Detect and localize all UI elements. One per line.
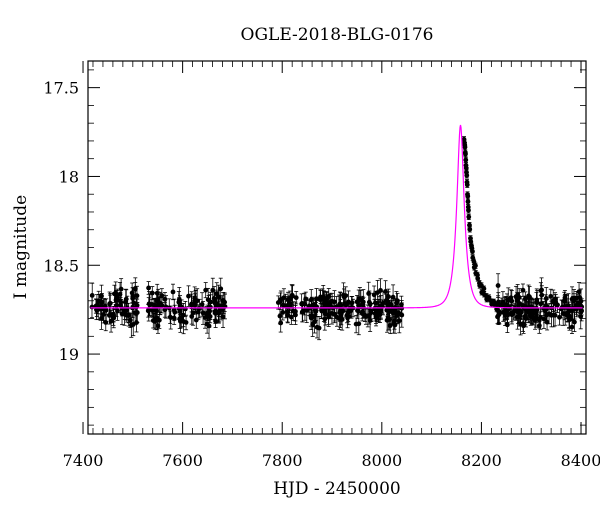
chart-title: OGLE-2018-BLG-0176: [241, 25, 434, 45]
model-curve: [90, 124, 583, 309]
data-point: [108, 309, 114, 333]
data-point: [293, 301, 298, 322]
data-point: [532, 303, 538, 318]
data-point: [463, 156, 469, 164]
data-point: [465, 198, 471, 205]
data-point: [154, 283, 160, 303]
data-point: [293, 291, 299, 305]
data-point: [189, 293, 194, 317]
plot-content: [89, 124, 585, 341]
y-tick-label: 18: [59, 167, 79, 186]
data-point: [146, 281, 151, 295]
data-point: [124, 303, 129, 318]
data-point: [557, 309, 562, 326]
data-point: [562, 290, 568, 306]
data-point: [544, 314, 550, 331]
data-point: [356, 312, 362, 336]
data-point: [463, 150, 468, 158]
data-point: [159, 288, 165, 303]
data-point: [155, 317, 161, 334]
data-point: [113, 294, 119, 317]
x-tick-label: 7800: [262, 451, 303, 470]
data-point: [278, 292, 283, 310]
data-point: [98, 297, 104, 315]
data-point: [203, 282, 209, 299]
data-point: [466, 213, 472, 221]
data-point: [366, 281, 372, 306]
x-tick-label: 8200: [461, 451, 502, 470]
data-point: [192, 293, 198, 310]
data-point: [520, 283, 526, 297]
data-point: [466, 207, 471, 214]
y-tick-label: 19: [59, 345, 79, 364]
data-point: [308, 305, 314, 327]
data-point: [150, 303, 155, 318]
y-tick-label: 18.5: [43, 256, 79, 275]
data-point: [107, 292, 113, 314]
data-point: [170, 283, 176, 301]
data-point: [539, 277, 544, 303]
data-point: [157, 295, 162, 313]
data-point: [513, 285, 519, 308]
data-point: [130, 312, 136, 337]
data-point: [337, 304, 343, 322]
data-point: [324, 291, 329, 315]
data-point: [149, 286, 155, 300]
data-point: [343, 293, 349, 317]
data-point: [467, 226, 473, 233]
x-tick-label: 7600: [162, 451, 203, 470]
data-point: [385, 297, 391, 315]
data-point: [103, 298, 109, 322]
axis-ticks: 7400 7600 7800 8000 8200 8400 17.5 18 18.5 19: [43, 61, 600, 470]
x-axis-label: HJD - 2450000: [273, 479, 401, 499]
data-point: [464, 181, 470, 188]
data-point: [89, 282, 95, 308]
data-point: [278, 313, 284, 333]
data-point: [313, 302, 319, 321]
data-point: [329, 292, 335, 310]
data-point: [359, 295, 365, 313]
data-point: [199, 292, 205, 317]
data-point: [383, 280, 388, 303]
data-point: [341, 282, 346, 308]
data-point: [464, 172, 470, 179]
x-tick-label: 8400: [561, 451, 600, 470]
data-point: [473, 262, 478, 269]
data-point: [153, 308, 159, 330]
plot-frame: [87, 60, 587, 435]
data-point: [177, 301, 183, 322]
data-point: [193, 311, 199, 329]
data-point: [145, 304, 151, 318]
data-point: [566, 301, 572, 322]
data-point: [368, 303, 374, 322]
data-point: [470, 248, 475, 255]
data-point: [304, 297, 310, 324]
x-tick-label: 7400: [63, 451, 104, 470]
data-point: [117, 282, 123, 307]
data-point: [299, 302, 305, 323]
data-point: [285, 300, 290, 323]
data-point: [503, 296, 509, 314]
data-point: [522, 291, 528, 306]
data-point: [346, 304, 352, 319]
data-point: [216, 289, 222, 305]
data-point: [399, 302, 405, 328]
data-point: [183, 314, 189, 331]
data-point: [366, 308, 372, 325]
data-point: [536, 317, 542, 334]
x-tick-label: 8000: [361, 451, 402, 470]
data-point: [529, 306, 535, 321]
data-point: [393, 299, 398, 321]
data-point: [500, 291, 506, 313]
y-axis-label: I magnitude: [11, 195, 31, 299]
data-point: [371, 285, 377, 304]
y-tick-label: 17.5: [43, 79, 79, 98]
data-point: [213, 313, 219, 328]
data-point: [212, 304, 218, 320]
data-point: [578, 288, 584, 314]
data-point: [320, 284, 326, 309]
